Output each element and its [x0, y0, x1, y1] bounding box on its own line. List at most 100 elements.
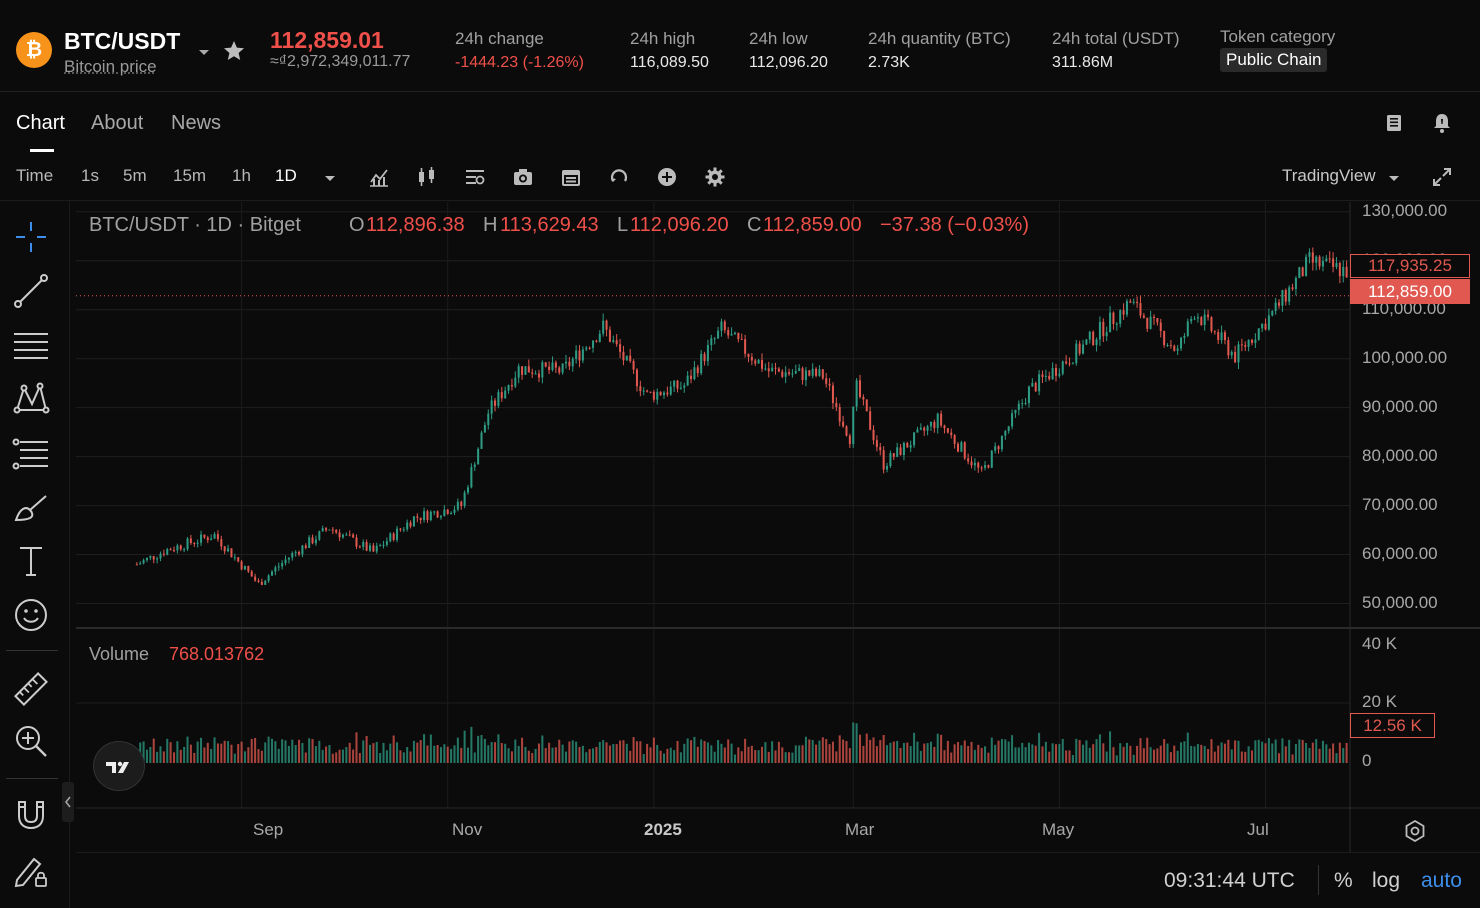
horizontal-lines-icon[interactable] [12, 326, 50, 364]
interval-15m[interactable]: 15m [173, 166, 207, 185]
candle [426, 511, 429, 520]
volume-bar [571, 740, 574, 763]
tab-news[interactable]: News [171, 112, 222, 134]
volume-bar [1044, 741, 1047, 763]
stat-label-high: 24h high [630, 29, 696, 48]
crosshair-icon[interactable] [12, 218, 50, 256]
volume-bar [304, 752, 307, 763]
volume-bar [1112, 747, 1115, 763]
templates-icon[interactable] [464, 166, 486, 188]
interval-1h[interactable]: 1h [232, 166, 251, 185]
interval-1d[interactable]: 1D [275, 166, 297, 185]
tab-chart[interactable]: Chart [16, 112, 65, 134]
volume-bar [436, 745, 439, 763]
candle [311, 537, 314, 544]
toolbar-separator [6, 778, 58, 779]
volume-bar [818, 740, 821, 763]
candle [1311, 252, 1314, 263]
volume-bar [527, 750, 530, 763]
volume-bar [213, 737, 216, 763]
candle [794, 370, 797, 374]
volume-bar [483, 738, 486, 763]
candle [1129, 301, 1132, 303]
emoji-icon[interactable] [12, 596, 50, 634]
volume-bar [845, 741, 848, 763]
volume-bar [1132, 754, 1135, 763]
text-tool-icon[interactable] [12, 542, 50, 580]
volume-bar [179, 749, 182, 763]
last-price: 112,859.01 [270, 27, 384, 53]
volume-bar [710, 745, 713, 763]
volume-bar [737, 747, 740, 763]
candle [987, 465, 990, 468]
add-icon[interactable] [656, 166, 678, 188]
volume-bar [392, 735, 395, 763]
brush-icon[interactable] [12, 488, 50, 526]
interval-5m[interactable]: 5m [123, 166, 147, 185]
candle [1054, 367, 1058, 376]
candle [433, 511, 436, 513]
candle [389, 533, 392, 542]
trend-line-icon[interactable] [12, 272, 50, 310]
time-label: Time [16, 166, 54, 185]
alert-bell-icon[interactable] [1430, 111, 1454, 135]
percent-scale-toggle[interactable]: % [1334, 869, 1353, 892]
candle [602, 320, 605, 334]
calendar-icon[interactable] [560, 166, 582, 188]
camera-icon[interactable] [512, 166, 534, 188]
volume-bar [372, 743, 375, 763]
interval-1s[interactable]: 1s [81, 166, 99, 185]
provider-dropdown-icon[interactable] [1386, 170, 1402, 186]
candle [730, 334, 733, 336]
gear-icon[interactable] [704, 166, 726, 188]
candle [1122, 310, 1125, 315]
replay-icon[interactable] [608, 166, 630, 188]
indicators-icon[interactable] [368, 166, 390, 188]
tab-about[interactable]: About [91, 112, 144, 134]
volume-bar [409, 751, 412, 763]
candle [1308, 252, 1311, 257]
book-icon[interactable] [1383, 112, 1405, 134]
auto-scale-toggle[interactable]: auto [1421, 869, 1462, 892]
fib-retracement-icon[interactable] [12, 434, 50, 472]
candle [592, 340, 595, 348]
zoom-in-icon[interactable] [12, 722, 50, 760]
chart-settings-icon[interactable] [1403, 819, 1427, 843]
chevron-down-icon[interactable] [196, 44, 212, 60]
stat-label-low: 24h low [749, 29, 808, 48]
volume-bar [1345, 743, 1348, 763]
stat-label-change: 24h change [455, 29, 544, 48]
volume-bar [466, 747, 470, 763]
volume-bar [984, 746, 987, 763]
candle [754, 360, 757, 364]
fullscreen-icon[interactable] [1431, 166, 1453, 188]
volume-bar [811, 739, 814, 763]
candles-icon[interactable] [416, 166, 438, 188]
utc-clock[interactable]: 09:31:44 UTC [1164, 869, 1295, 892]
lock-drawings-icon[interactable] [12, 852, 50, 890]
candle [230, 548, 233, 558]
volume-bar [1301, 739, 1304, 763]
candle [676, 380, 679, 389]
volume-bar [200, 737, 203, 763]
pair-subtitle-link[interactable]: Bitcoin price [64, 57, 157, 76]
magnet-icon[interactable] [12, 796, 50, 834]
star-icon[interactable] [222, 39, 246, 63]
candle [304, 545, 307, 548]
time-tick: May [1042, 820, 1075, 839]
interval-dropdown-icon[interactable] [322, 170, 338, 186]
chart-footer: 09:31:44 UTC % log auto [76, 852, 1480, 908]
volume-bar [913, 732, 916, 763]
tradingview-logo[interactable] [93, 741, 145, 791]
token-category-badge[interactable]: Public Chain [1220, 48, 1328, 72]
volume-bar [1021, 742, 1024, 763]
pattern-icon[interactable] [12, 380, 50, 418]
ruler-icon[interactable] [12, 670, 50, 708]
provider-label[interactable]: TradingView [1282, 166, 1376, 185]
candle [1240, 344, 1243, 346]
collapse-toolbar-button[interactable] [62, 782, 74, 822]
log-scale-toggle[interactable]: log [1372, 869, 1401, 892]
volume-bar [1163, 739, 1166, 763]
volume-bar [933, 746, 936, 763]
